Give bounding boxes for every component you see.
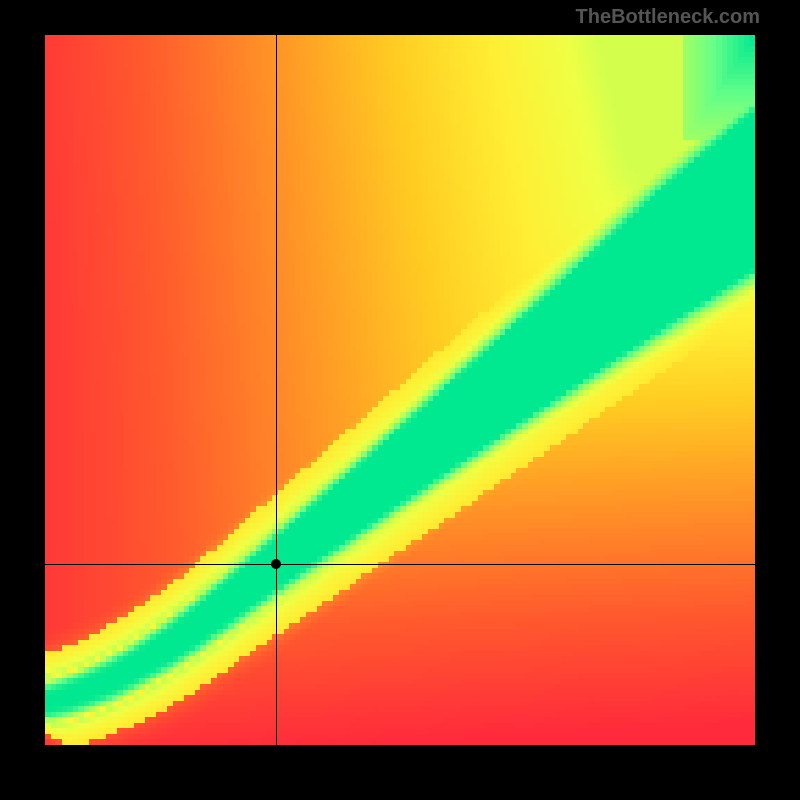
crosshair-horizontal bbox=[45, 564, 755, 565]
crosshair-vertical bbox=[276, 35, 277, 745]
heatmap-plot bbox=[45, 35, 755, 745]
heatmap-canvas bbox=[45, 35, 755, 745]
watermark-text: TheBottleneck.com bbox=[576, 6, 760, 29]
selection-marker bbox=[271, 559, 281, 569]
